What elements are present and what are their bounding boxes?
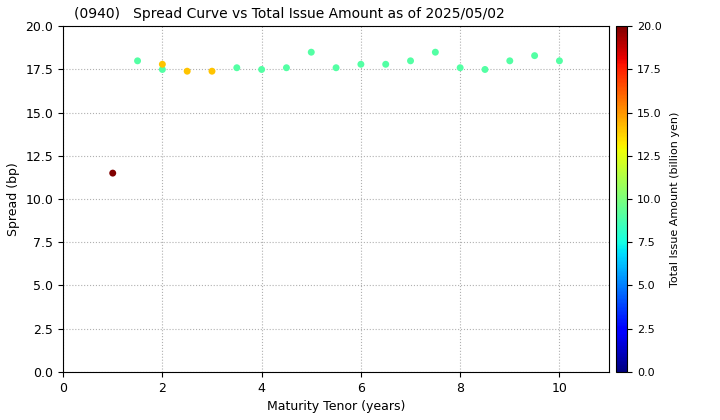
Point — [380, 61, 392, 68]
Point — [504, 58, 516, 64]
Point — [107, 170, 119, 176]
Point — [256, 66, 267, 73]
Point — [157, 61, 168, 68]
X-axis label: Maturity Tenor (years): Maturity Tenor (years) — [267, 400, 405, 413]
Point — [132, 58, 143, 64]
Y-axis label: Total Issue Amount (billion yen): Total Issue Amount (billion yen) — [670, 111, 680, 287]
Point — [529, 52, 541, 59]
Point — [454, 64, 466, 71]
Point — [430, 49, 441, 55]
Point — [330, 64, 342, 71]
Point — [181, 68, 193, 75]
Point — [355, 61, 366, 68]
Point — [281, 64, 292, 71]
Point — [231, 64, 243, 71]
Point — [405, 58, 416, 64]
Y-axis label: Spread (bp): Spread (bp) — [7, 162, 20, 236]
Point — [480, 66, 491, 73]
Point — [305, 49, 317, 55]
Text: (0940)   Spread Curve vs Total Issue Amount as of 2025/05/02: (0940) Spread Curve vs Total Issue Amoun… — [74, 7, 505, 21]
Point — [554, 58, 565, 64]
Point — [157, 66, 168, 73]
Point — [206, 68, 217, 75]
